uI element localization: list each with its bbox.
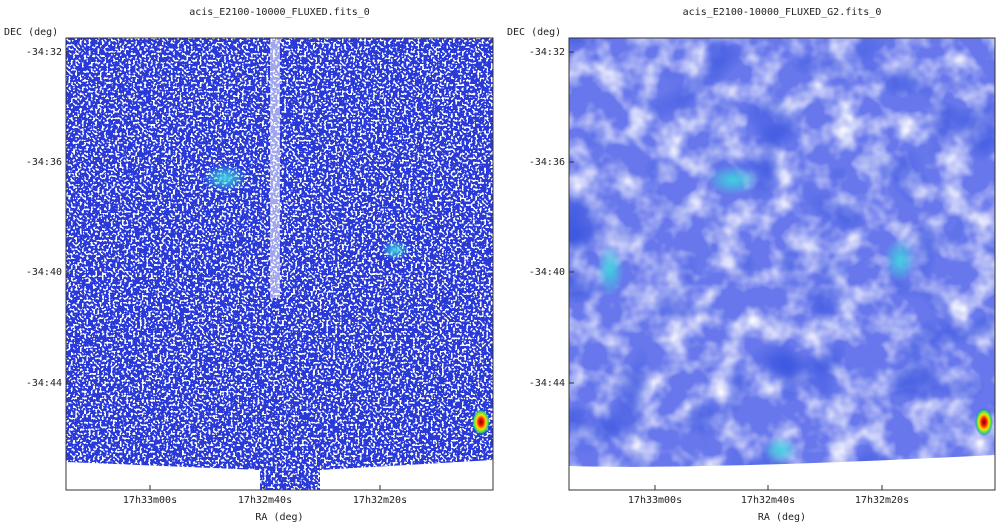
panel-title: acis_E2100-10000_FLUXED.fits_0 <box>189 7 370 18</box>
image-left <box>66 38 493 490</box>
x-tick-label: 17h32m40s <box>238 495 292 506</box>
y-tick-label: -34:32 <box>26 47 62 58</box>
plot-frame <box>65 37 494 491</box>
x-axis-label: RA (deg) <box>758 512 806 523</box>
x-axis-label: RA (deg) <box>255 512 303 523</box>
image-right <box>569 38 995 490</box>
y-tick-label: -34:44 <box>26 378 62 389</box>
y-axis-label: DEC (deg) <box>4 27 58 38</box>
x-tick-label: 17h32m40s <box>741 495 795 506</box>
axes: acis_E2100-10000_FLUXED.fits_0 DEC (deg) R… <box>4 7 996 523</box>
x-tick-label: 17h32m20s <box>353 495 407 506</box>
y-tick-label: -34:36 <box>529 157 565 168</box>
plot-frame <box>568 37 996 491</box>
panel-title: acis_E2100-10000_FLUXED_G2.fits_0 <box>683 7 882 18</box>
y-tick-label: -34:40 <box>26 267 62 278</box>
x-tick-label: 17h33m00s <box>628 495 682 506</box>
x-tick-label: 17h32m20s <box>855 495 909 506</box>
y-tick-label: -34:40 <box>529 267 565 278</box>
y-tick-label: -34:36 <box>26 157 62 168</box>
y-tick-label: -34:32 <box>529 47 565 58</box>
y-axis-label: DEC (deg) <box>507 27 561 38</box>
x-tick-label: 17h33m00s <box>123 495 177 506</box>
y-tick-label: -34:44 <box>529 378 565 389</box>
